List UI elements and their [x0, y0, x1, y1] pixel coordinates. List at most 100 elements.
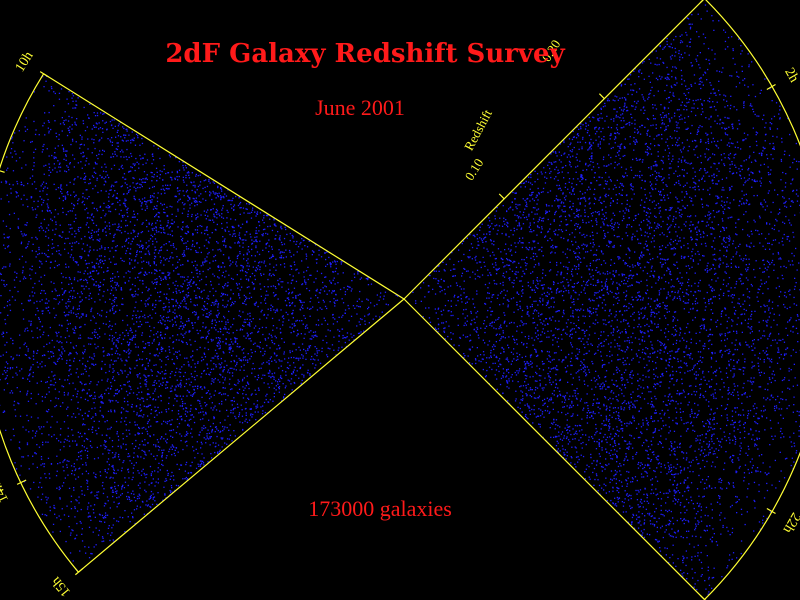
north-galaxy-point [337, 329, 339, 331]
north-galaxy-point [130, 170, 132, 172]
north-galaxy-point [82, 285, 84, 287]
north-galaxy-point [32, 286, 34, 289]
north-galaxy-point [108, 222, 110, 224]
north-galaxy-point [170, 387, 172, 389]
north-galaxy-point [117, 445, 119, 447]
north-galaxy-point [238, 196, 241, 198]
north-galaxy-point [200, 463, 203, 465]
north-galaxy-point [251, 416, 253, 418]
north-galaxy-point [249, 325, 251, 327]
north-galaxy-point [280, 264, 282, 266]
north-galaxy-point [133, 310, 135, 312]
north-galaxy-point [146, 473, 148, 476]
north-galaxy-point [139, 144, 141, 146]
north-galaxy-point [161, 436, 163, 438]
north-galaxy-point [86, 207, 88, 209]
north-galaxy-point [37, 349, 39, 352]
north-galaxy-point [245, 303, 247, 306]
north-galaxy-point [216, 352, 218, 355]
north-galaxy-point [127, 410, 129, 413]
north-galaxy-point [105, 176, 107, 178]
north-galaxy-point [255, 246, 257, 249]
north-galaxy-point [253, 368, 256, 370]
north-galaxy-point [344, 291, 347, 293]
north-galaxy-point [111, 348, 113, 350]
north-galaxy-point [19, 415, 22, 417]
north-galaxy-point [151, 482, 153, 484]
north-galaxy-point [2, 220, 4, 222]
north-galaxy-point [218, 320, 220, 323]
north-galaxy-point [285, 249, 287, 251]
north-galaxy-point [310, 330, 312, 332]
north-galaxy-point [177, 410, 180, 412]
north-galaxy-point [105, 503, 107, 505]
north-galaxy-point [152, 308, 154, 311]
north-galaxy-point [208, 373, 210, 375]
north-galaxy-point [10, 148, 13, 150]
north-galaxy-point [99, 238, 101, 240]
north-galaxy-point [79, 550, 81, 552]
north-galaxy-point [75, 351, 77, 354]
north-galaxy-point [145, 305, 147, 307]
north-galaxy-point [8, 183, 11, 185]
north-galaxy-point [284, 266, 286, 268]
north-galaxy-point [127, 469, 129, 471]
north-galaxy-point [112, 309, 114, 311]
north-galaxy-point [230, 409, 232, 412]
north-galaxy-point [306, 324, 308, 326]
north-galaxy-point [173, 270, 175, 272]
north-galaxy-point [198, 195, 200, 197]
north-galaxy-point [184, 441, 187, 443]
north-galaxy-point [190, 301, 192, 303]
north-galaxy-point [174, 177, 176, 179]
north-galaxy-point [139, 320, 141, 323]
north-galaxy-point [240, 359, 242, 361]
north-galaxy-point [53, 246, 55, 249]
north-galaxy-point [9, 227, 11, 230]
north-galaxy-point [161, 423, 163, 425]
north-galaxy-point [232, 225, 234, 228]
north-galaxy-point [251, 242, 254, 244]
north-galaxy-point [279, 347, 281, 349]
north-galaxy-point [301, 238, 303, 240]
north-galaxy-point [202, 336, 204, 339]
north-galaxy-point [84, 383, 86, 386]
north-galaxy-point [59, 405, 62, 407]
north-galaxy-point [84, 164, 86, 166]
north-galaxy-point [248, 398, 250, 400]
north-galaxy-point [249, 337, 251, 340]
north-galaxy-point [61, 288, 63, 290]
north-galaxy-point [114, 411, 116, 413]
north-galaxy-point [254, 389, 256, 391]
north-galaxy-point [104, 363, 106, 366]
north-galaxy-point [172, 291, 174, 294]
north-galaxy-point [199, 330, 201, 332]
north-galaxy-point [80, 256, 82, 258]
north-galaxy-point [256, 251, 259, 253]
north-galaxy-point [135, 445, 137, 448]
north-galaxy-point [153, 196, 155, 198]
north-galaxy-point [207, 209, 209, 211]
north-galaxy-point [117, 229, 119, 231]
north-galaxy-point [255, 270, 257, 272]
north-galaxy-point [181, 290, 184, 293]
north-galaxy-point [47, 457, 50, 459]
north-galaxy-point [222, 341, 224, 343]
north-galaxy-point [71, 138, 74, 140]
north-galaxy-point [157, 478, 159, 480]
north-galaxy-point [55, 157, 57, 159]
north-galaxy-point [68, 335, 70, 337]
north-galaxy-point [38, 280, 40, 282]
north-galaxy-point [22, 204, 24, 206]
north-galaxy-point [82, 314, 84, 316]
north-galaxy-point [77, 176, 79, 178]
north-galaxy-point [146, 207, 148, 209]
north-galaxy-point [65, 171, 68, 173]
north-galaxy-point [226, 217, 228, 219]
north-galaxy-point [100, 255, 102, 257]
north-galaxy-point [341, 328, 344, 330]
north-galaxy-point [228, 310, 230, 313]
north-galaxy-point [265, 395, 267, 397]
north-galaxy-point [213, 379, 215, 381]
north-galaxy-point [94, 343, 96, 345]
